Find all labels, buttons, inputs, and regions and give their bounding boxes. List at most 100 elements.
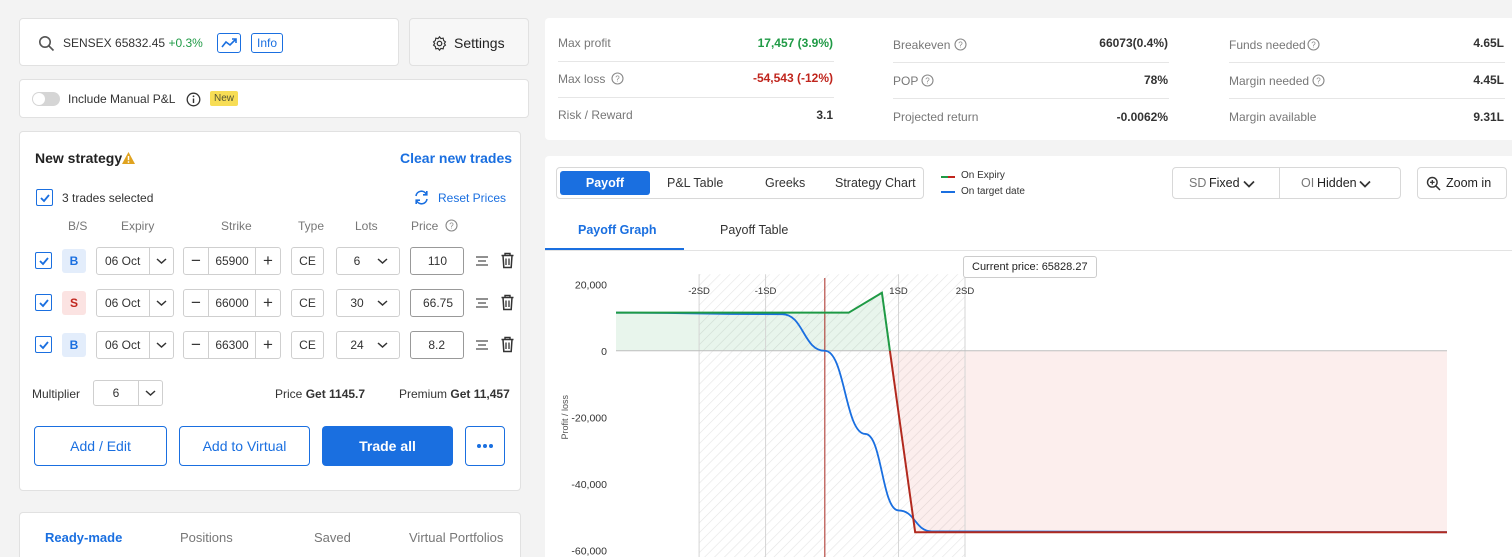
info-icon[interactable] bbox=[186, 92, 201, 107]
chevron-down-icon bbox=[156, 342, 167, 349]
expiry-select[interactable]: 06 Oct bbox=[96, 331, 174, 359]
payoff-chart: -2SD -1SD 1SD 2SD 20,000 0 -20,000 -40,000 -60,0… bbox=[560, 274, 1448, 557]
trade-checkbox[interactable] bbox=[35, 294, 52, 311]
manual-pl-toggle[interactable] bbox=[32, 92, 60, 106]
sd-label: -2SD bbox=[688, 286, 710, 297]
help-icon[interactable]: ? bbox=[1312, 74, 1325, 87]
sd-label: 1SD bbox=[889, 286, 908, 297]
lots-select[interactable]: 24 bbox=[336, 331, 400, 359]
max-loss-label: Max loss bbox=[558, 72, 606, 86]
strike-stepper[interactable]: −66000 + bbox=[183, 289, 281, 317]
plus-icon[interactable]: + bbox=[263, 251, 273, 270]
tab-payoff[interactable]: Payoff bbox=[560, 171, 650, 195]
breakeven-value: 66073(0.4%) bbox=[1099, 36, 1168, 50]
price-input[interactable]: 66.75 bbox=[410, 289, 464, 317]
settings-button[interactable]: Settings bbox=[409, 18, 529, 66]
more-icon bbox=[477, 444, 493, 448]
trash-icon[interactable] bbox=[500, 294, 515, 311]
chevron-down-icon bbox=[1243, 180, 1255, 188]
help-icon[interactable]: ? bbox=[1307, 38, 1320, 51]
help-icon[interactable]: ? bbox=[954, 38, 967, 51]
trash-icon[interactable] bbox=[500, 336, 515, 353]
tab-greeks[interactable]: Greeks bbox=[765, 176, 806, 190]
clear-new-trades-link[interactable]: Clear new trades bbox=[400, 150, 513, 166]
tab-strategy-chart[interactable]: Strategy Chart bbox=[835, 176, 916, 190]
stats-panel: Max profit 17,457 (3.9%) Max loss ? -54,… bbox=[545, 18, 1512, 140]
sd-select[interactable]: SD Fixed bbox=[1173, 168, 1280, 198]
premium-value: Get 11,457 bbox=[450, 387, 510, 401]
y-tick-label: 20,000 bbox=[575, 279, 607, 291]
zoom-in-button[interactable]: Zoom in bbox=[1417, 167, 1507, 199]
trash-icon[interactable] bbox=[500, 252, 515, 269]
expiry-select[interactable]: 06 Oct bbox=[96, 289, 174, 317]
tab-positions[interactable]: Positions bbox=[180, 530, 233, 545]
help-icon[interactable]: ? bbox=[611, 72, 624, 85]
chevron-down-icon bbox=[145, 390, 156, 397]
add-edit-button[interactable]: Add / Edit bbox=[34, 426, 167, 466]
more-options-button[interactable] bbox=[465, 426, 505, 466]
tab-payoff-table[interactable]: Payoff Table bbox=[720, 223, 789, 237]
search-icon bbox=[39, 36, 55, 52]
expiry-loss-line bbox=[888, 350, 1447, 534]
minus-icon[interactable]: − bbox=[191, 251, 201, 270]
type-field[interactable]: CE bbox=[291, 247, 324, 275]
strike-stepper[interactable]: −66300 + bbox=[183, 331, 281, 359]
help-icon[interactable]: ? bbox=[921, 74, 934, 87]
header-type: Type bbox=[298, 219, 325, 233]
trend-icon bbox=[221, 38, 237, 48]
legend-target-swatch bbox=[941, 191, 955, 193]
select-all-checkbox[interactable] bbox=[36, 189, 53, 206]
minus-icon[interactable]: − bbox=[191, 335, 201, 354]
minus-icon[interactable]: − bbox=[191, 293, 201, 312]
sell-badge[interactable]: S bbox=[62, 291, 86, 315]
tab-virtual-portfolios[interactable]: Virtual Portfolios bbox=[409, 530, 504, 545]
price-input[interactable]: 110 bbox=[410, 247, 464, 275]
oi-select[interactable]: OI Hidden bbox=[1281, 168, 1401, 198]
tab-pl-table[interactable]: P&L Table bbox=[667, 176, 724, 190]
margin-available-value: 9.31L bbox=[1473, 110, 1504, 124]
tab-payoff-graph[interactable]: Payoff Graph bbox=[578, 223, 657, 237]
plus-icon[interactable]: + bbox=[263, 293, 273, 312]
expiry-select[interactable]: 06 Oct bbox=[96, 247, 174, 275]
refresh-icon[interactable] bbox=[413, 189, 430, 206]
legend-expiry: On Expiry bbox=[961, 170, 1005, 181]
search-box[interactable]: SENSEX 65832.45 +0.3% Info bbox=[19, 18, 399, 66]
tab-ready-made[interactable]: Ready-made bbox=[45, 530, 123, 545]
reset-prices-link[interactable]: Reset Prices bbox=[438, 191, 507, 205]
buy-badge[interactable]: B bbox=[62, 333, 86, 357]
y-axis-label: Profit / loss bbox=[560, 395, 570, 440]
info-button[interactable]: Info bbox=[251, 33, 284, 53]
multiplier-select[interactable]: 6 bbox=[93, 380, 163, 406]
add-to-virtual-button[interactable]: Add to Virtual bbox=[179, 426, 310, 466]
index-name: SENSEX bbox=[63, 36, 112, 50]
price-input[interactable]: 8.2 bbox=[410, 331, 464, 359]
type-field[interactable]: CE bbox=[291, 331, 324, 359]
chart-trend-button[interactable] bbox=[217, 33, 241, 53]
tab-saved[interactable]: Saved bbox=[314, 530, 351, 545]
chevron-down-icon bbox=[156, 258, 167, 265]
drag-handle-icon[interactable] bbox=[474, 338, 490, 352]
margin-needed-value: 4.45L bbox=[1473, 73, 1504, 87]
drag-handle-icon[interactable] bbox=[474, 254, 490, 268]
buy-badge[interactable]: B bbox=[62, 249, 86, 273]
chart-tab-group: Payoff P&L Table Greeks Strategy Chart bbox=[556, 167, 924, 199]
help-icon[interactable]: ? bbox=[445, 219, 458, 232]
new-badge: New bbox=[210, 91, 239, 106]
trade-checkbox[interactable] bbox=[35, 336, 52, 353]
header-price: Price bbox=[411, 219, 439, 233]
svg-text:?: ? bbox=[449, 222, 454, 231]
type-field[interactable]: CE bbox=[291, 289, 324, 317]
trade-checkbox[interactable] bbox=[35, 252, 52, 269]
lots-select[interactable]: 6 bbox=[336, 247, 400, 275]
trade-all-button[interactable]: Trade all bbox=[322, 426, 453, 466]
svg-text:?: ? bbox=[958, 41, 963, 50]
plus-icon[interactable]: + bbox=[263, 335, 273, 354]
bottom-tabs: Ready-made Positions Saved Virtual Portf… bbox=[19, 512, 521, 557]
strike-stepper[interactable]: −65900 + bbox=[183, 247, 281, 275]
funds-needed-value: 4.65L bbox=[1473, 36, 1504, 50]
chart-panel: Payoff P&L Table Greeks Strategy Chart O… bbox=[545, 156, 1512, 557]
lots-select[interactable]: 30 bbox=[336, 289, 400, 317]
drag-handle-icon[interactable] bbox=[474, 296, 490, 310]
sd-label: -1SD bbox=[755, 286, 777, 297]
breakeven-label: Breakeven bbox=[893, 38, 951, 52]
